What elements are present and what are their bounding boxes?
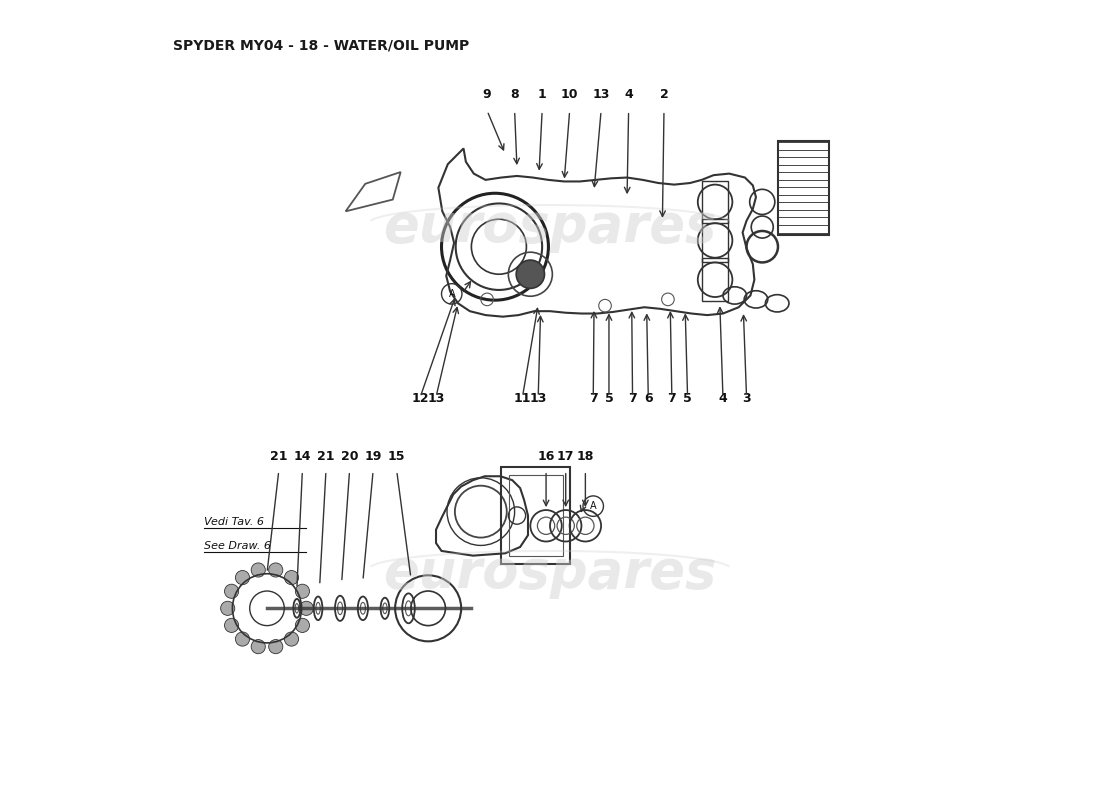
Circle shape [285,632,298,646]
Text: SPYDER MY04 - 18 - WATER/OIL PUMP: SPYDER MY04 - 18 - WATER/OIL PUMP [173,38,469,52]
Text: 18: 18 [576,450,594,463]
Bar [702,219,728,262]
Text: A: A [590,501,596,511]
Text: eurospares: eurospares [383,201,717,253]
Text: 1: 1 [538,88,547,102]
Text: 13: 13 [529,392,547,405]
Text: 7: 7 [588,392,597,405]
Text: Vedi Tav. 6: Vedi Tav. 6 [205,518,264,527]
Circle shape [221,602,234,615]
Text: 5: 5 [683,392,692,405]
Circle shape [299,602,314,615]
Text: 14: 14 [294,450,311,463]
Text: 20: 20 [341,450,359,463]
Circle shape [295,618,309,633]
Circle shape [251,639,265,654]
Text: 2: 2 [660,88,669,102]
Text: 8: 8 [510,88,519,102]
Text: 21: 21 [270,450,287,463]
Text: 21: 21 [317,450,334,463]
Bar [502,467,571,563]
Circle shape [235,632,250,646]
Text: 17: 17 [557,450,574,463]
Bar [702,181,728,223]
Bar [509,474,562,556]
Text: 6: 6 [644,392,652,405]
Text: 15: 15 [388,450,406,463]
Bar [778,141,829,235]
Text: 7: 7 [668,392,676,405]
Text: 10: 10 [561,88,579,102]
Circle shape [295,584,309,598]
Text: eurospares: eurospares [383,547,717,599]
Text: 5: 5 [605,392,614,405]
Circle shape [268,639,283,654]
Text: 12: 12 [411,392,429,405]
Circle shape [224,618,239,633]
Bar [702,258,728,301]
Text: 19: 19 [364,450,382,463]
Circle shape [516,260,544,288]
Text: 7: 7 [628,392,637,405]
Text: See Draw. 6: See Draw. 6 [205,541,271,551]
Text: 4: 4 [718,392,727,405]
Circle shape [268,563,283,577]
Circle shape [235,570,250,585]
Text: 9: 9 [483,88,492,102]
Text: 13: 13 [427,392,444,405]
Circle shape [251,563,265,577]
Text: 16: 16 [538,450,554,463]
Circle shape [285,570,298,585]
Text: 4: 4 [624,88,632,102]
Circle shape [224,584,239,598]
Text: 13: 13 [593,88,609,102]
Text: A: A [449,289,455,299]
Text: 11: 11 [514,392,531,405]
Text: 3: 3 [742,392,751,405]
